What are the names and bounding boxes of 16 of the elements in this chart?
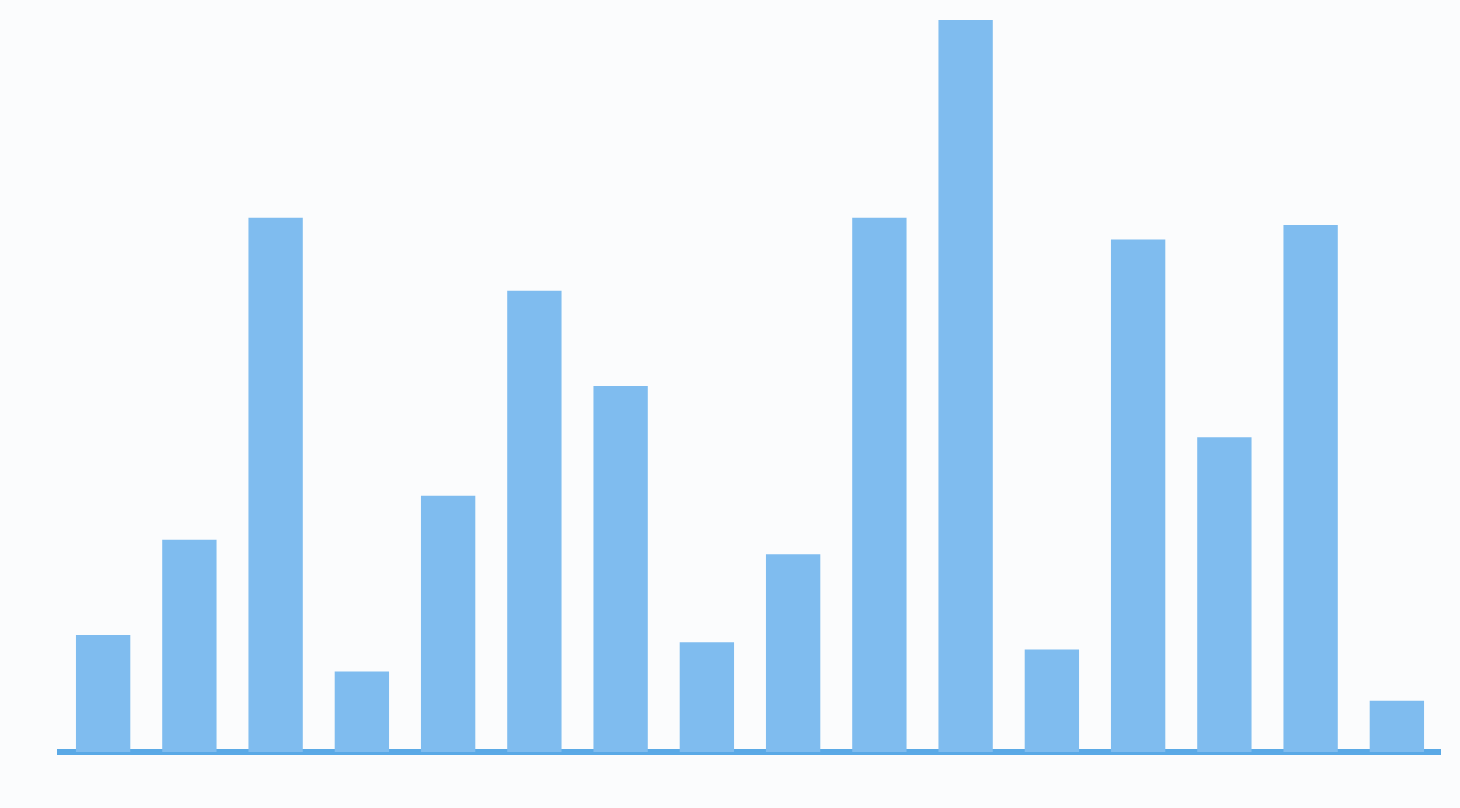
bar bbox=[1110, 239, 1166, 752]
bar bbox=[420, 495, 476, 752]
bar bbox=[334, 671, 390, 752]
bar bbox=[75, 634, 131, 752]
bar bbox=[593, 386, 648, 752]
bar bbox=[1283, 224, 1338, 752]
bar bbox=[248, 217, 303, 752]
bar bbox=[507, 290, 562, 752]
bar bbox=[852, 217, 907, 752]
bar bbox=[765, 554, 821, 752]
bar bbox=[1369, 700, 1425, 752]
bar bbox=[1197, 437, 1252, 752]
bar bbox=[938, 20, 993, 752]
bar bbox=[162, 539, 217, 752]
bar bbox=[679, 642, 735, 752]
bar bbox=[1024, 649, 1080, 752]
